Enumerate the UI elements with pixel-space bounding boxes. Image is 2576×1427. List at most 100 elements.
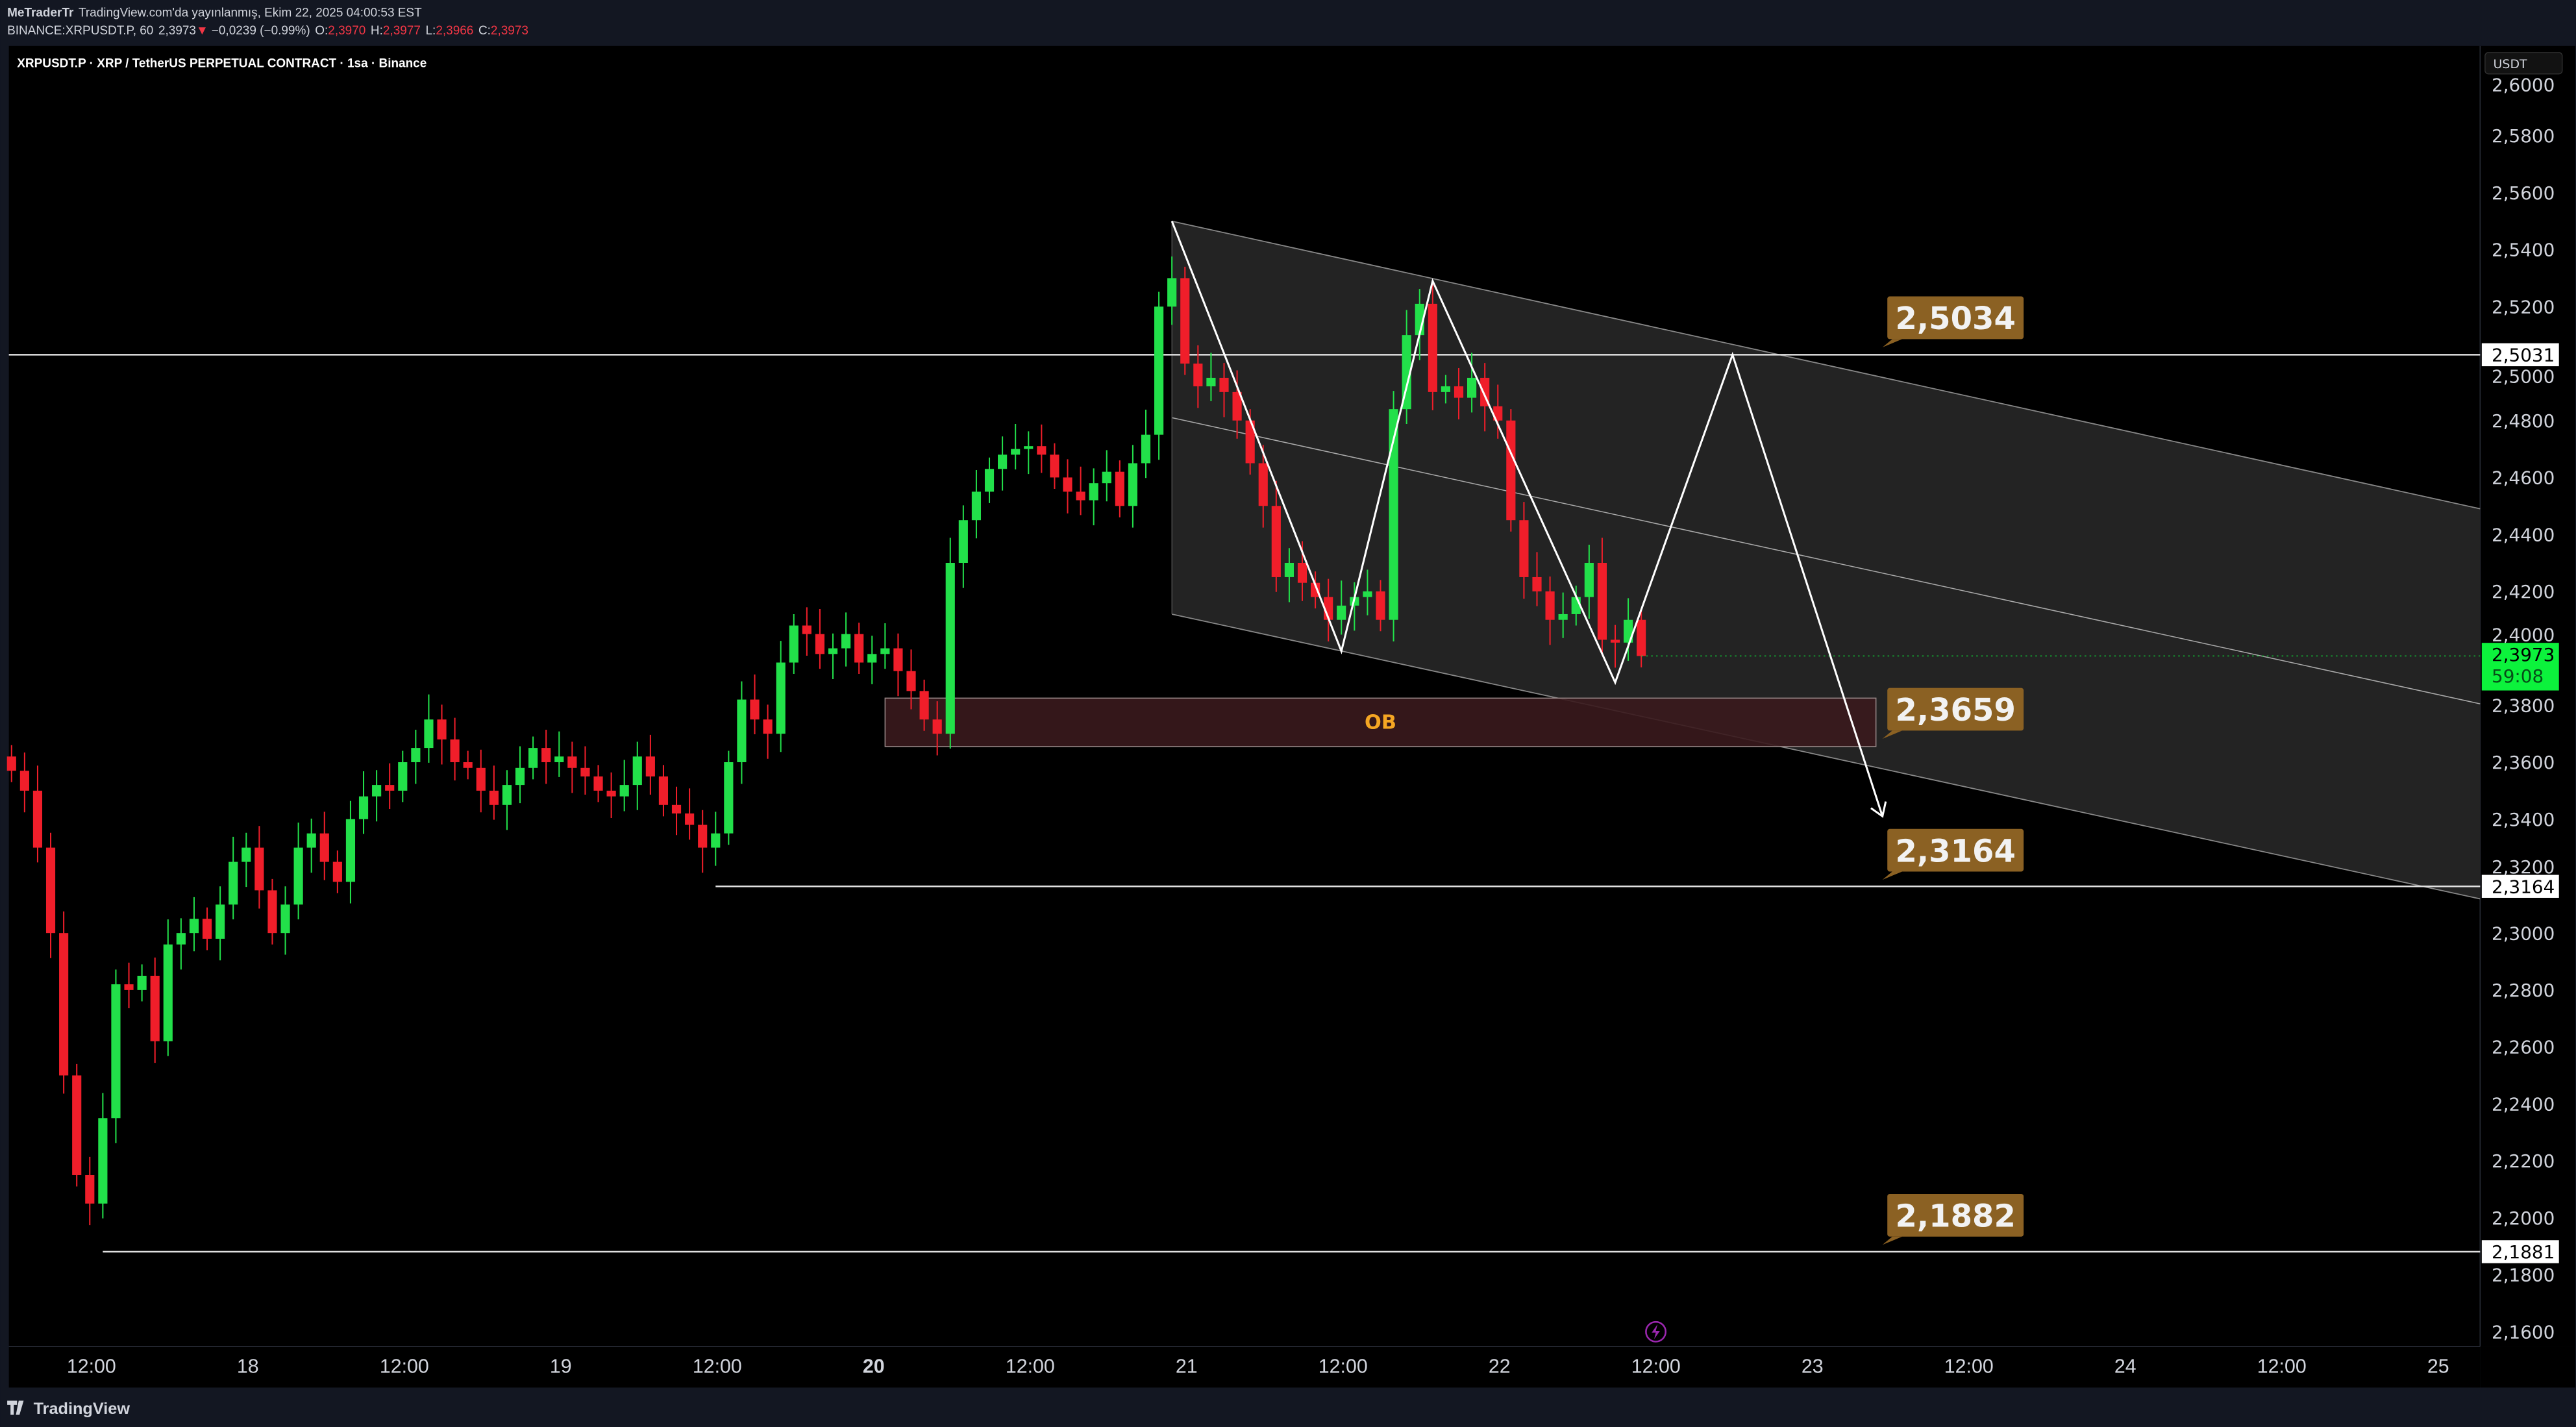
- countdown-text: 59:08: [2492, 665, 2544, 687]
- candle-body: [1558, 614, 1568, 620]
- candle: [1102, 450, 1111, 502]
- time-tick: 12:00: [1631, 1356, 1681, 1378]
- candle-body: [45, 847, 56, 934]
- ob-label: OB: [1365, 712, 1396, 734]
- price-callout[interactable]: 2,5034: [1882, 296, 2024, 347]
- price-callout[interactable]: 2,3659: [1882, 688, 2024, 739]
- published-info: TradingView.com'da yayınlanmış, Ekim 22,…: [79, 6, 422, 19]
- candle-body: [345, 819, 356, 882]
- time-tick: 22: [1489, 1356, 1511, 1378]
- candle-body: [554, 756, 564, 763]
- candle: [1428, 282, 1437, 410]
- price-tick: 2,3000: [2492, 923, 2555, 944]
- horizontal-levels: [8, 354, 2481, 1253]
- candle-body: [593, 776, 603, 791]
- candle-body: [437, 719, 447, 739]
- callout-box: [1887, 296, 2024, 340]
- candle: [984, 457, 995, 503]
- candle: [202, 907, 212, 950]
- price-callouts[interactable]: 2,5034 2,3659 2,3164 2,1882: [1882, 296, 2024, 1245]
- candle-body: [606, 790, 616, 797]
- candle: [893, 633, 903, 697]
- candle: [385, 763, 395, 809]
- price-tick: 2,4600: [2492, 467, 2555, 489]
- level-tag: [2481, 343, 2559, 367]
- price-tick: 2,4400: [2492, 524, 2555, 545]
- level-tag: [2481, 1240, 2559, 1263]
- projection-path[interactable]: [1170, 221, 1887, 818]
- candle-body: [72, 1075, 82, 1175]
- candle-body: [698, 825, 708, 848]
- candle: [1637, 608, 1646, 667]
- candle-body: [1128, 463, 1138, 506]
- candle: [645, 734, 655, 795]
- candle: [229, 836, 238, 920]
- time-tick: 19: [550, 1356, 572, 1378]
- candle: [1089, 468, 1098, 526]
- time-tick: 25: [2427, 1356, 2449, 1378]
- candle: [1154, 292, 1164, 460]
- price-callout[interactable]: 2,3164: [1882, 828, 2024, 880]
- candle-body: [1063, 477, 1072, 492]
- candle: [958, 505, 968, 588]
- time-axis[interactable]: [8, 1346, 2481, 1388]
- tradingview-logo[interactable]: TradingView: [7, 1400, 130, 1418]
- price-tick: 2,5400: [2492, 240, 2555, 261]
- currency-button[interactable]: USDT: [2484, 52, 2563, 75]
- candle: [358, 771, 369, 834]
- candle: [998, 436, 1008, 491]
- time-tick: 12:00: [67, 1356, 116, 1378]
- candle: [1506, 409, 1516, 532]
- price-callout[interactable]: 2,1882: [1882, 1193, 2024, 1245]
- candle: [671, 786, 682, 836]
- price-tick: 2,2000: [2492, 1208, 2555, 1229]
- candle: [1441, 375, 1451, 404]
- candle: [1011, 423, 1021, 470]
- time-tick: 12:00: [2257, 1356, 2307, 1378]
- callout-pointer: [1882, 339, 1902, 347]
- candle-body: [150, 975, 160, 1041]
- candle-body: [567, 756, 577, 768]
- callout-text: 2,1882: [1895, 1198, 2015, 1235]
- candle-body: [1089, 483, 1098, 501]
- candle: [1024, 431, 1034, 475]
- candle: [1167, 256, 1177, 325]
- candle: [1519, 502, 1529, 599]
- time-tick: 20: [863, 1356, 885, 1378]
- candle-body: [6, 756, 16, 771]
- candle: [802, 607, 811, 656]
- candle: [1128, 445, 1138, 528]
- candle-body: [1389, 409, 1398, 620]
- candle-body: [502, 785, 512, 805]
- ohlc-label: L:: [426, 24, 436, 38]
- candle: [698, 810, 708, 873]
- candle: [541, 730, 551, 784]
- candle-body: [1076, 491, 1085, 501]
- publish-line: MeTraderTr TradingView.com'da yayınlanmış…: [7, 6, 422, 19]
- candle-body: [841, 634, 851, 649]
- candle: [1363, 569, 1372, 615]
- tradingview-logo-icon: [7, 1400, 24, 1415]
- price-tick: 2,5800: [2492, 125, 2555, 147]
- candle: [6, 745, 16, 782]
- candle-body: [1050, 454, 1059, 478]
- candle-body: [776, 662, 786, 734]
- axis-corner: [2480, 1346, 2576, 1388]
- candle-body: [763, 719, 773, 734]
- candle-body: [163, 944, 173, 1041]
- arrowhead-icon: [1870, 801, 1887, 818]
- candle: [554, 731, 564, 777]
- order-block-zone[interactable]: OB: [884, 697, 1877, 747]
- candle-body: [1454, 386, 1464, 398]
- candle-body: [98, 1118, 108, 1204]
- candle-body: [1232, 391, 1242, 421]
- candle-body: [358, 796, 369, 819]
- candle-body: [332, 862, 342, 882]
- candle: [411, 730, 421, 784]
- price-axis[interactable]: [2480, 45, 2576, 1347]
- candle: [476, 749, 486, 813]
- candle-body: [424, 719, 434, 749]
- lightning-icon[interactable]: [1645, 1321, 1667, 1343]
- candle: [1219, 363, 1229, 417]
